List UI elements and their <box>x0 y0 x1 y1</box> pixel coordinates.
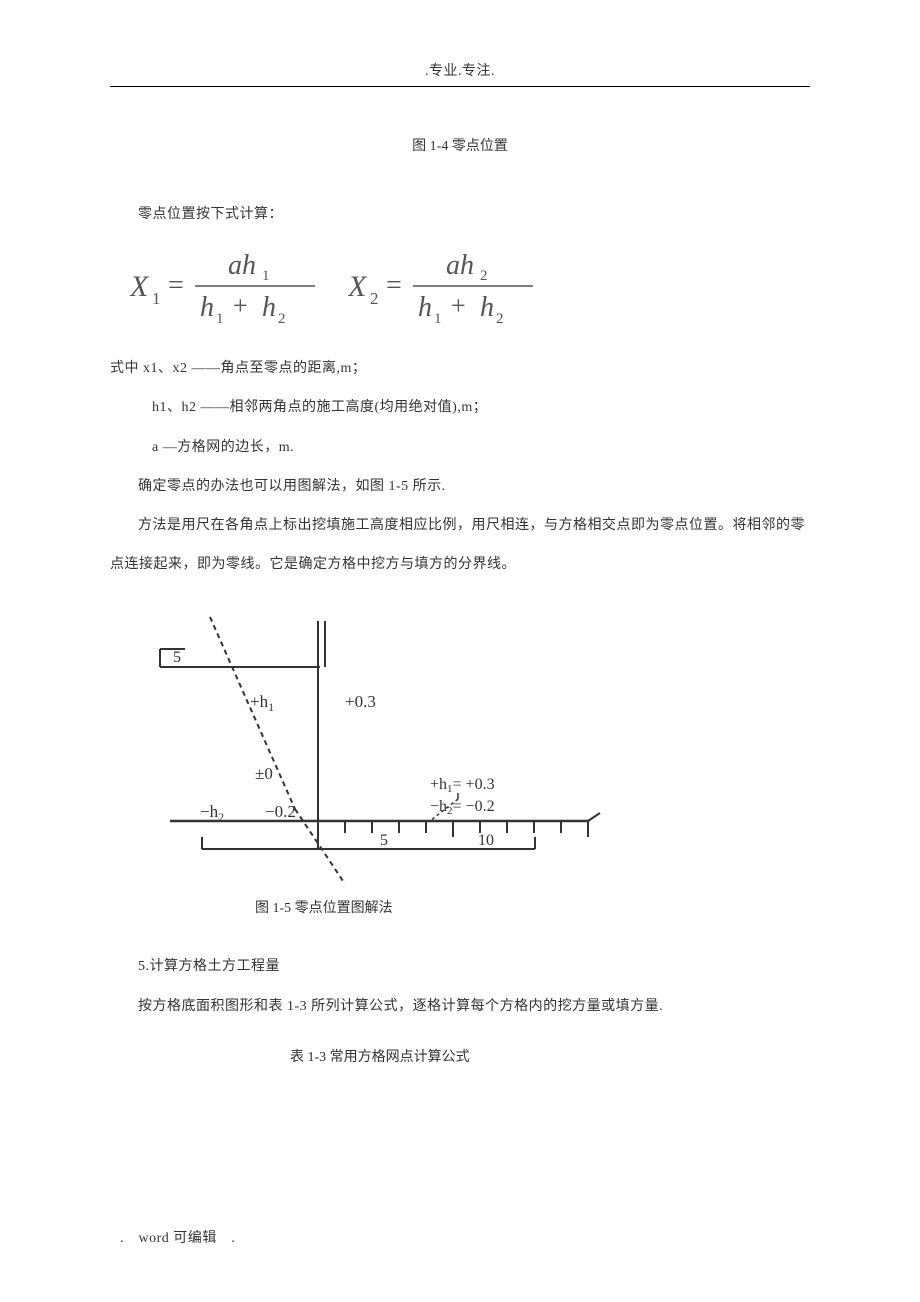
svg-text:2: 2 <box>278 311 286 327</box>
table-caption: 表 1-3 常用方格网点计算公式 <box>290 1046 810 1066</box>
svg-text:X: X <box>348 270 368 303</box>
diagram-label-5a: 5 <box>173 649 181 666</box>
svg-text:h: h <box>262 292 276 323</box>
formula-x2: X 2 = ah 2 h 1 + h 2 <box>348 244 538 329</box>
svg-text:2: 2 <box>370 289 379 308</box>
figure-caption-1: 图 1-4 零点位置 <box>110 135 810 155</box>
page: .专业.专注. 图 1-4 零点位置 零点位置按下式计算： X 1 = ah 1… <box>0 0 920 1302</box>
diagram-label-minus-h2: −h2 <box>200 802 224 824</box>
header-text: .专业.专注. <box>425 64 495 79</box>
svg-text:ah: ah <box>446 250 474 281</box>
footer-text: . word 可编辑 . <box>120 1231 235 1246</box>
page-header: .专业.专注. <box>110 60 810 87</box>
paragraph-8: 按方格底面积图形和表 1-3 所列计算公式，逐格计算每个方格内的挖方量或填方量. <box>110 987 810 1026</box>
svg-text:ah: ah <box>228 250 256 281</box>
svg-text:h: h <box>418 292 432 323</box>
paragraph-1: 零点位置按下式计算： <box>110 195 810 234</box>
svg-text:2: 2 <box>496 311 504 327</box>
diagram-label-eq2: −h2= −0.2 <box>430 798 495 817</box>
zero-point-diagram: 5 +h1 +0.3 ±0 +h1= +0.3 −h2= −0.2 −h2 −0… <box>140 589 610 889</box>
diagram-label-eq1: +h1= +0.3 <box>430 776 495 795</box>
svg-text:2: 2 <box>480 268 488 284</box>
svg-text:+: + <box>451 291 466 320</box>
diagram-label-plus03: +0.3 <box>345 692 376 711</box>
diagram-label-5b: 5 <box>380 832 388 849</box>
paragraph-7: 5.计算方格土方工程量 <box>110 947 810 986</box>
diagram-wrap: 5 +h1 +0.3 ±0 +h1= +0.3 −h2= −0.2 −h2 −0… <box>140 589 810 889</box>
paragraph-6: 方法是用尺在各角点上标出挖填施工高度相应比例，用尺相连，与方格相交点即为零点位置… <box>110 506 810 584</box>
svg-text:1: 1 <box>434 311 442 327</box>
formula-x1: X 1 = ah 1 h 1 + h 2 <box>130 244 320 329</box>
diagram-label-pm0: ±0 <box>255 764 273 783</box>
diagram-label-10: 10 <box>478 832 494 849</box>
diagram-label-plus-h1: +h1 <box>250 692 274 714</box>
figure-caption-2: 图 1-5 零点位置图解法 <box>255 897 810 917</box>
svg-text:=: = <box>168 270 184 301</box>
svg-text:1: 1 <box>262 268 270 284</box>
svg-text:X: X <box>130 270 150 303</box>
paragraph-3: h1、h2 ——相邻两角点的施工高度(均用绝对值),m； <box>110 388 810 427</box>
page-footer: . word 可编辑 . <box>120 1227 235 1247</box>
paragraph-2: 式中 x1、x2 ——角点至零点的距离,m； <box>110 349 810 388</box>
svg-text:=: = <box>386 270 402 301</box>
paragraph-4: a —方格网的边长，m. <box>110 428 810 467</box>
svg-text:+: + <box>233 291 248 320</box>
svg-text:1: 1 <box>216 311 224 327</box>
svg-text:h: h <box>200 292 214 323</box>
formula-block: X 1 = ah 1 h 1 + h 2 X 2 = ah 2 h 1 + h … <box>130 244 810 329</box>
paragraph-5: 确定零点的办法也可以用图解法，如图 1-5 所示. <box>110 467 810 506</box>
diagram-label-minus02: −0.2 <box>265 802 296 821</box>
svg-text:1: 1 <box>152 289 161 308</box>
svg-text:h: h <box>480 292 494 323</box>
